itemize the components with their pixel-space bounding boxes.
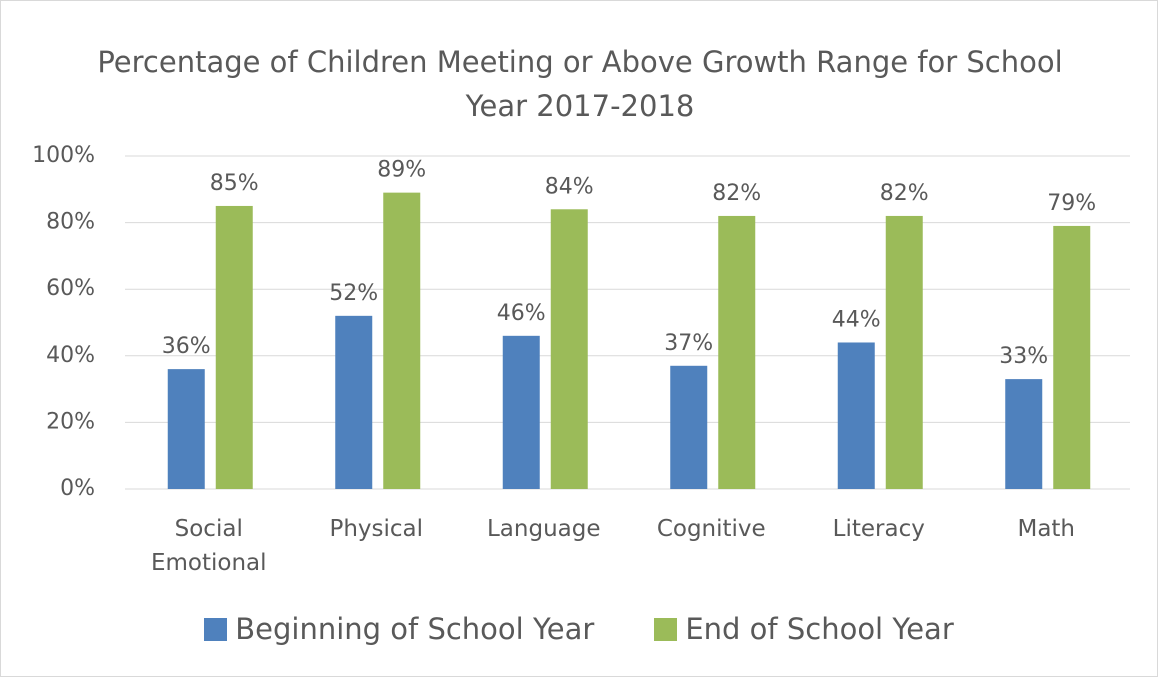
bar	[502, 335, 540, 489]
data-label: 33%	[999, 344, 1048, 369]
data-label: 84%	[545, 174, 594, 199]
data-label: 44%	[832, 307, 881, 332]
y-tick-label: 60%	[46, 276, 95, 301]
bar	[167, 369, 205, 489]
data-label: 85%	[210, 171, 259, 196]
bar	[1005, 379, 1043, 489]
bar	[383, 192, 421, 489]
legend: Beginning of School Year End of School Ye…	[0, 612, 1158, 646]
data-label: 82%	[880, 181, 929, 206]
data-label: 89%	[377, 158, 426, 183]
data-label: 52%	[329, 281, 378, 306]
x-tick-label: Physical	[329, 516, 424, 542]
bar	[335, 315, 373, 489]
x-tick-label: Social Emotional	[150, 516, 267, 576]
bar	[215, 205, 253, 489]
y-tick-label: 100%	[32, 143, 95, 168]
bar	[837, 342, 875, 489]
x-tick-label: Literacy	[832, 516, 925, 542]
data-label: 36%	[162, 334, 211, 359]
bar	[670, 365, 708, 489]
y-tick-label: 40%	[46, 343, 95, 368]
legend-item: Beginning of School Year	[204, 612, 594, 646]
x-tick-label: Cognitive	[656, 516, 766, 542]
data-label: 37%	[664, 331, 713, 356]
y-tick-label: 20%	[46, 409, 95, 434]
data-label: 79%	[1047, 191, 1096, 216]
data-label: 82%	[712, 181, 761, 206]
bar	[718, 215, 756, 489]
bar	[885, 215, 923, 489]
x-tick-label: Math	[1017, 516, 1076, 542]
y-tick-label: 80%	[46, 210, 95, 235]
bar	[550, 209, 588, 489]
chart-title: Percentage of Children Meeting or Above …	[97, 45, 1063, 123]
legend-label: End of School Year	[685, 612, 954, 646]
legend-swatch	[654, 617, 678, 641]
y-tick-label: 0%	[60, 476, 95, 501]
x-tick-label: Language	[486, 516, 601, 542]
legend-item: End of School Year	[654, 612, 954, 646]
legend-label: Beginning of School Year	[235, 612, 595, 646]
data-label: 46%	[497, 301, 546, 326]
bar	[1053, 225, 1091, 489]
legend-swatch	[204, 617, 228, 641]
